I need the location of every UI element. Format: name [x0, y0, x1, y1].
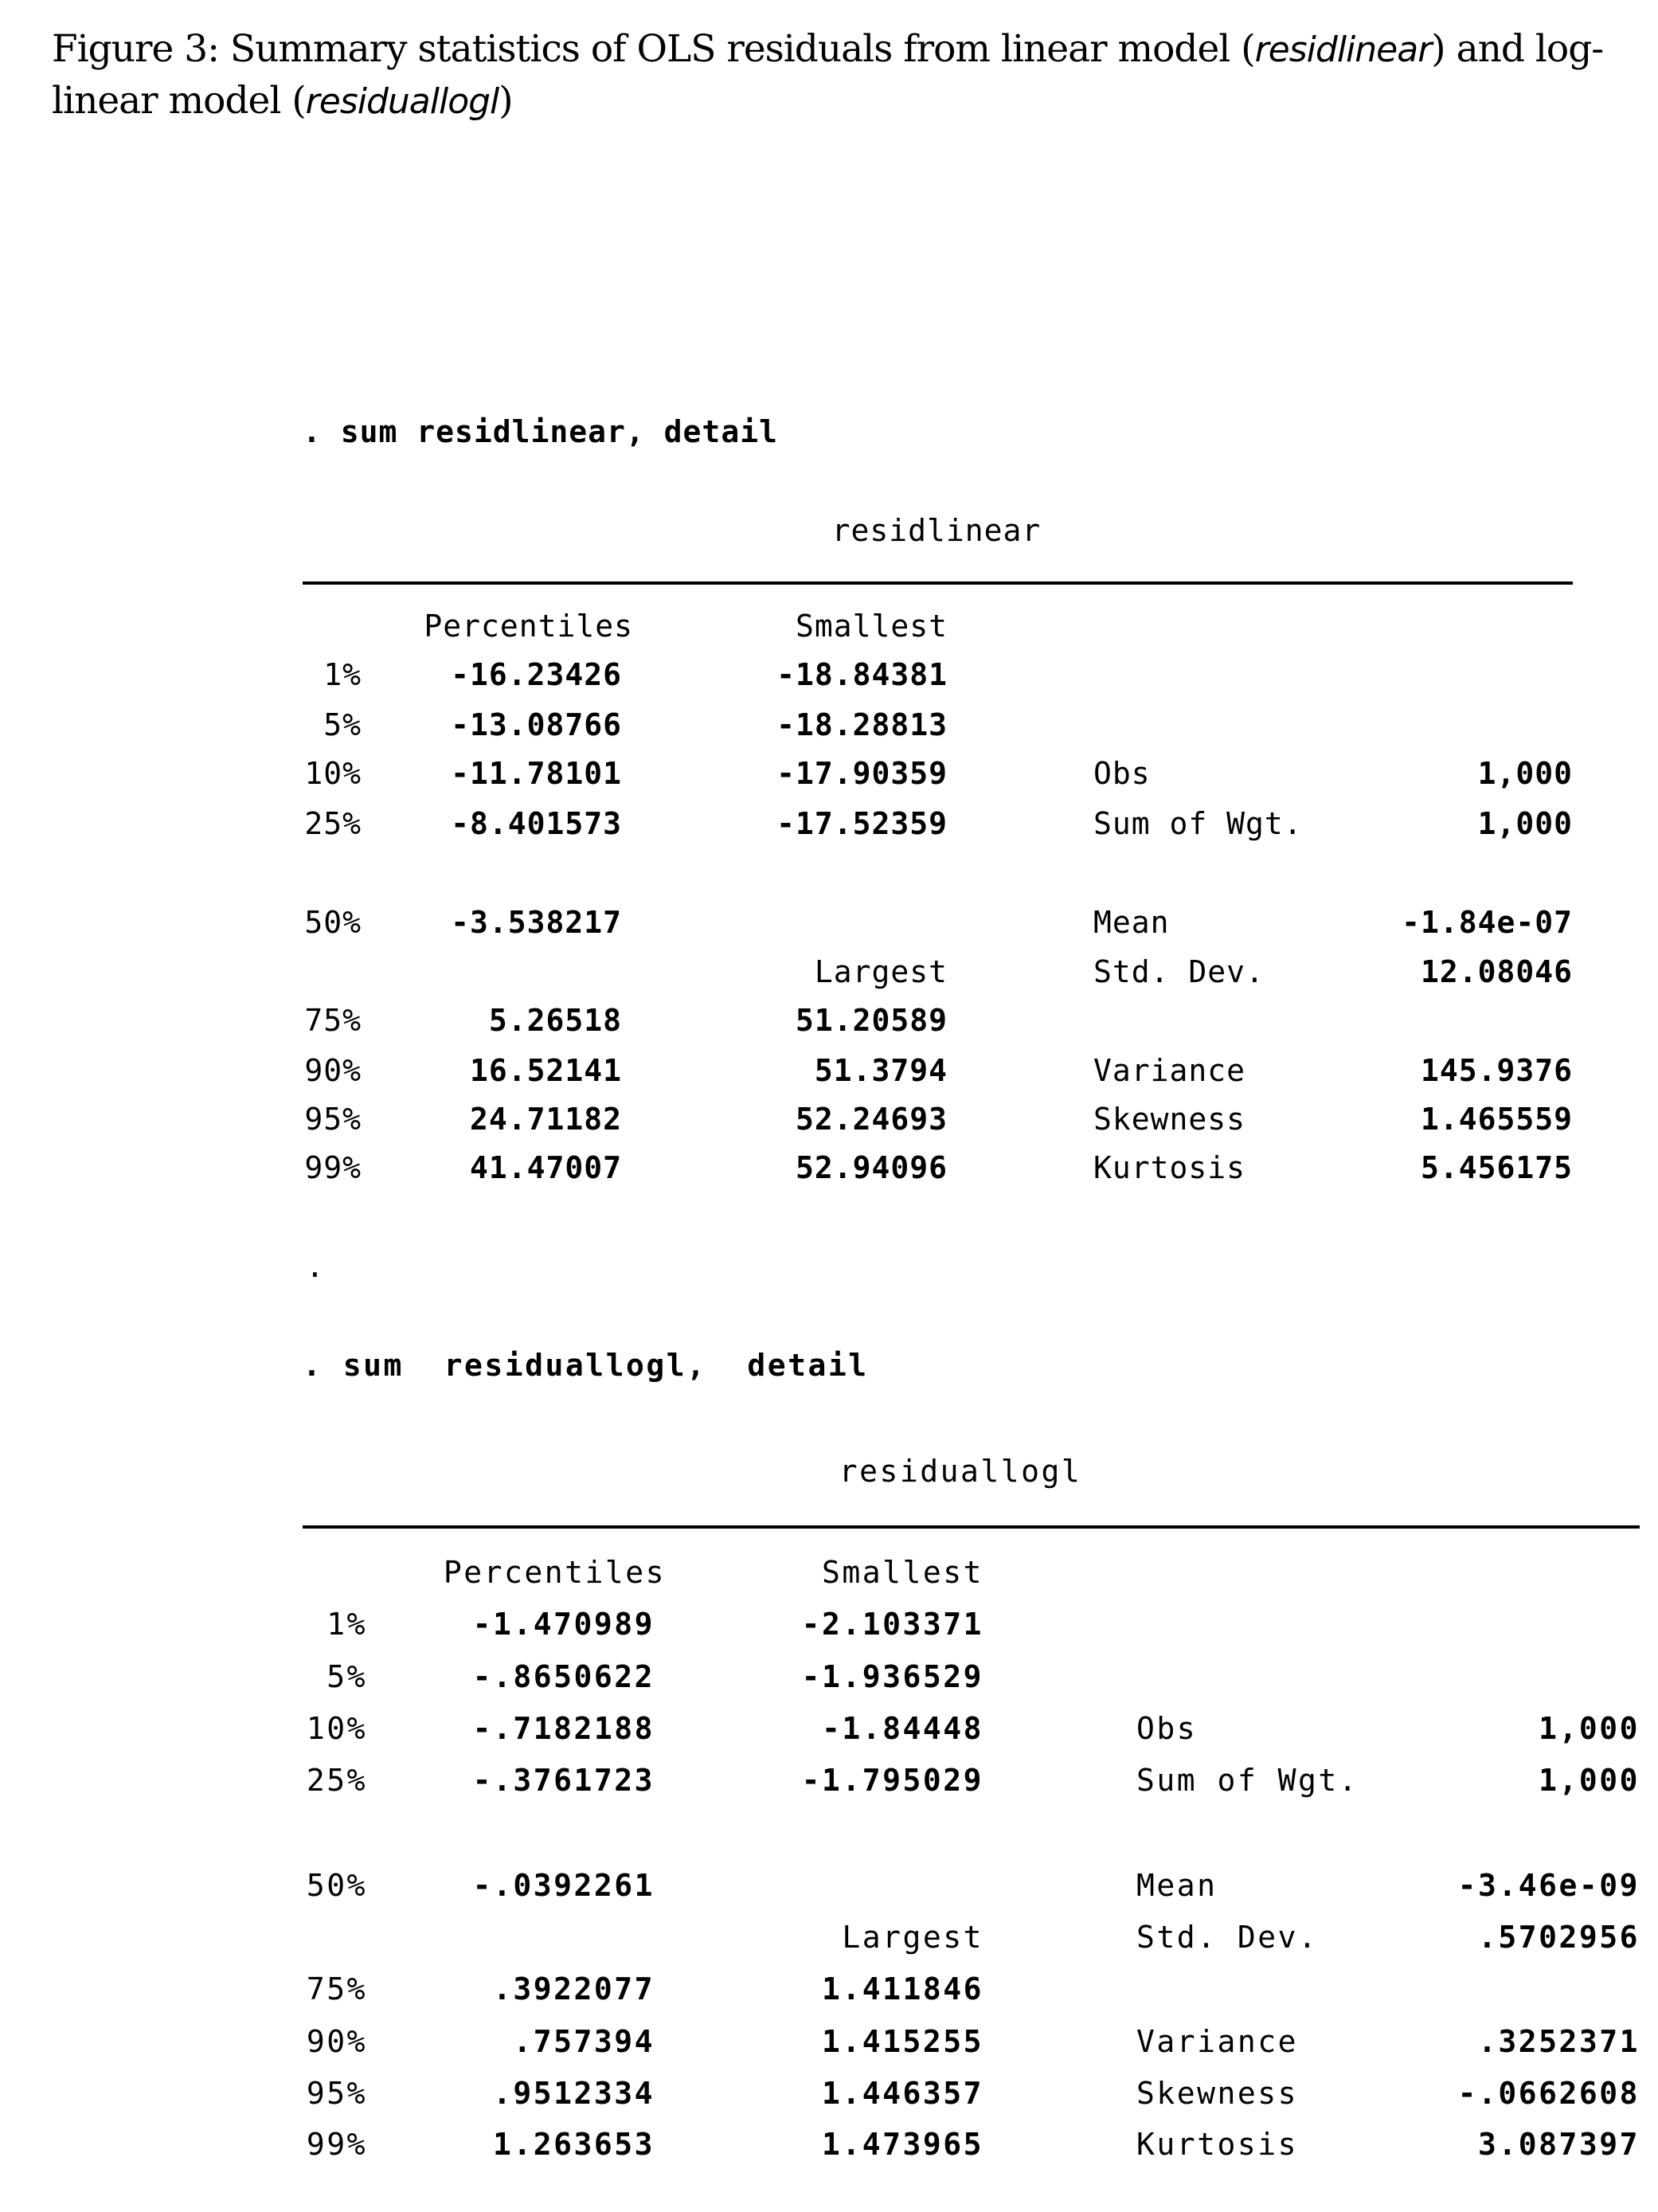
extreme-value: -1.795029	[801, 1763, 983, 1798]
extreme-value: 1.415255	[821, 2024, 983, 2059]
statistic-label: Kurtosis	[1093, 1150, 1246, 1185]
extreme-value: -1.936529	[801, 1659, 983, 1694]
percentile-label: 90%	[304, 1053, 362, 1088]
percentile-label: 99%	[304, 1150, 362, 1185]
percentile-label: 10%	[304, 756, 362, 791]
percentile-label: 25%	[304, 806, 362, 841]
caption-text: Figure 3: Summary statistics of OLS resi…	[52, 27, 1256, 71]
extreme-value: -18.28813	[776, 707, 948, 742]
column-header-smallest: Smallest	[795, 609, 948, 644]
percentile-value: .3922077	[492, 1971, 655, 2006]
percentile-value: -16.23426	[451, 657, 622, 692]
caption-var-logl: residuallogl	[305, 81, 500, 122]
header-rule	[303, 1525, 1640, 1529]
statistic-label: Kurtosis	[1136, 2127, 1299, 2162]
percentile-value: -.0392261	[472, 1868, 655, 1903]
percentile-label: 1%	[327, 1607, 367, 1642]
statistic-value: 1.465559	[1420, 1102, 1573, 1137]
statistic-label: Variance	[1136, 2024, 1299, 2059]
percentile-value: 1.263653	[492, 2127, 655, 2162]
statistic-value: 1,000	[1539, 1763, 1640, 1798]
extreme-value: 52.94096	[795, 1150, 948, 1185]
statistic-value: 3.087397	[1477, 2127, 1640, 2162]
statistic-value: -.0662608	[1457, 2076, 1640, 2111]
percentile-value: -11.78101	[451, 756, 622, 791]
percentile-value: -.3761723	[472, 1763, 655, 1798]
percentile-label: 75%	[306, 1971, 367, 2006]
extreme-value: 51.3794	[814, 1053, 948, 1088]
command-line: . sum residuallogl, detail	[303, 1348, 869, 1383]
extreme-value: -17.52359	[776, 806, 948, 841]
percentile-value: -3.538217	[451, 905, 622, 940]
percentile-label: 1%	[323, 657, 362, 692]
percentile-label: 95%	[306, 2076, 367, 2111]
statistic-value: 12.08046	[1420, 954, 1573, 989]
percentile-label: 99%	[306, 2127, 367, 2162]
extreme-value: 1.473965	[821, 2127, 983, 2162]
statistic-label: Skewness	[1093, 1102, 1246, 1137]
command-line: . sum residlinear, detail	[303, 414, 778, 449]
percentile-value: -1.470989	[472, 1607, 655, 1642]
percentile-label: 10%	[306, 1711, 367, 1746]
statistic-label: Obs	[1136, 1711, 1198, 1746]
extreme-value: -18.84381	[776, 657, 948, 692]
column-header-percentiles: Percentiles	[443, 1555, 666, 1590]
statistic-label: Variance	[1093, 1053, 1246, 1088]
percentile-value: 24.71182	[469, 1102, 622, 1137]
variable-header: residlinear	[831, 513, 1042, 548]
percentile-label: 50%	[304, 905, 362, 940]
extreme-value: -17.90359	[776, 756, 948, 791]
statistic-value: 145.9376	[1420, 1053, 1573, 1088]
extreme-value: 51.20589	[795, 1003, 948, 1038]
column-header-largest: Largest	[842, 1920, 983, 1955]
percentile-value: 16.52141	[469, 1053, 622, 1088]
header-rule	[303, 581, 1573, 585]
statistic-label: Sum of Wgt.	[1093, 806, 1303, 841]
percentile-label: 90%	[306, 2024, 367, 2059]
statistic-value: 1,000	[1477, 756, 1573, 791]
statistic-label: Skewness	[1136, 2076, 1299, 2111]
percentile-value: -.8650622	[472, 1659, 655, 1694]
extreme-value: -1.84448	[821, 1711, 983, 1746]
caption-text-middle: ) and log-linear model (	[52, 27, 1604, 123]
caption-text-end: )	[499, 79, 513, 123]
percentile-value: .757394	[513, 2024, 655, 2059]
statistic-value: -3.46e-09	[1457, 1868, 1640, 1903]
percentile-label: 5%	[327, 1659, 367, 1694]
statistic-value: 5.456175	[1420, 1150, 1573, 1185]
percentile-value: 5.26518	[488, 1003, 622, 1038]
statistic-label: Std. Dev.	[1136, 1920, 1319, 1955]
extreme-value: 1.411846	[821, 1971, 983, 2006]
percentile-value: -.7182188	[472, 1711, 655, 1746]
column-header-percentiles: Percentiles	[424, 609, 633, 644]
statistic-label: Mean	[1093, 905, 1170, 940]
percentile-label: 25%	[306, 1763, 367, 1798]
figure-caption: Figure 3: Summary statistics of OLS resi…	[52, 24, 1613, 127]
statistic-label: Obs	[1093, 756, 1151, 791]
percentile-label: 5%	[323, 707, 362, 742]
percentile-value: 41.47007	[469, 1150, 622, 1185]
extreme-value: 1.446357	[821, 2076, 983, 2111]
percentile-value: -13.08766	[451, 707, 622, 742]
statistic-label: Mean	[1136, 1868, 1218, 1903]
percentile-value: -8.401573	[451, 806, 622, 841]
statistic-value: 1,000	[1539, 1711, 1640, 1746]
caption-var-linear: residlinear	[1254, 29, 1433, 70]
statistic-value: -1.84e-07	[1402, 905, 1573, 940]
variable-header: residuallogl	[839, 1454, 1082, 1489]
statistic-value: .3252371	[1477, 2024, 1640, 2059]
percentile-label: 75%	[304, 1003, 362, 1038]
column-header-largest: Largest	[814, 954, 948, 989]
extreme-value: 52.24693	[795, 1102, 948, 1137]
percentile-value: .9512334	[492, 2076, 655, 2111]
column-header-smallest: Smallest	[821, 1555, 983, 1590]
statistic-label: Sum of Wgt.	[1136, 1763, 1359, 1798]
extreme-value: -2.103371	[801, 1607, 983, 1642]
statistic-label: Std. Dev.	[1093, 954, 1265, 989]
separator-dot: .	[306, 1249, 324, 1284]
statistic-value: 1,000	[1477, 806, 1573, 841]
percentile-label: 50%	[306, 1868, 367, 1903]
percentile-label: 95%	[304, 1102, 362, 1137]
statistic-value: .5702956	[1477, 1920, 1640, 1955]
